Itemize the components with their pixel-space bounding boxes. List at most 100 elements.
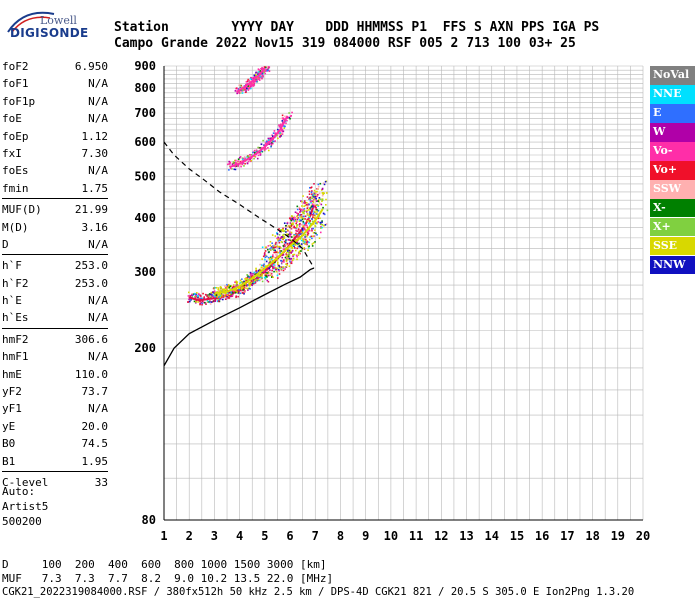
echo-point — [256, 279, 259, 282]
echo-point — [276, 134, 278, 137]
echo-point — [279, 247, 282, 249]
echo-point — [268, 66, 271, 68]
echo-point — [281, 262, 284, 264]
echo-point — [321, 200, 323, 203]
echo-point — [272, 135, 274, 137]
echo-point — [300, 233, 302, 235]
legend-item-nnw: NNW — [650, 255, 695, 275]
echo-point — [267, 69, 270, 71]
echo-point — [252, 85, 255, 87]
echo-point — [279, 266, 282, 269]
echo-point — [224, 292, 227, 295]
echo-point — [272, 267, 274, 270]
param-label: C-level — [2, 475, 49, 489]
echo-point — [252, 275, 254, 277]
param-value: 3.16 — [81, 220, 109, 234]
echo-point — [212, 291, 214, 293]
echo-point — [319, 231, 322, 234]
echo-point — [323, 224, 325, 227]
echo-point — [261, 246, 264, 249]
echo-point — [269, 272, 272, 274]
echo-point — [252, 82, 255, 84]
echo-point — [230, 295, 232, 298]
echo-point — [241, 281, 243, 283]
echo-point — [295, 222, 297, 225]
echo-point — [288, 116, 291, 119]
param-label: hmF2 — [2, 332, 29, 346]
echo-point — [239, 160, 242, 163]
echo-point — [291, 246, 294, 249]
echo-point — [309, 199, 311, 201]
echo-point — [200, 301, 203, 304]
echo-point — [288, 112, 290, 114]
echo-point — [283, 125, 285, 127]
echo-point — [290, 257, 293, 260]
echo-point — [245, 277, 247, 279]
echo-point — [296, 224, 298, 227]
echo-point — [322, 191, 324, 194]
echo-point — [236, 92, 238, 95]
param-label: h`F — [2, 259, 22, 273]
echo-point — [254, 273, 257, 276]
echo-point — [257, 274, 260, 276]
echo-point — [306, 240, 308, 242]
echo-point — [278, 125, 281, 128]
echo-point — [264, 250, 267, 252]
echo-point — [235, 280, 237, 283]
echo-point — [308, 221, 311, 223]
echo-point — [237, 162, 239, 164]
echo-point — [304, 229, 306, 231]
echo-point — [276, 267, 279, 270]
echo-point — [292, 257, 295, 260]
echo-point — [289, 250, 292, 252]
echo-point — [247, 89, 250, 91]
echo-point — [311, 197, 313, 199]
echo-point — [248, 87, 251, 90]
echo-point — [233, 162, 235, 164]
x-tick-label: 12 — [434, 529, 448, 543]
echo-point — [250, 78, 253, 81]
echo-point — [276, 274, 279, 277]
echo-point — [239, 281, 242, 284]
echo-point — [269, 269, 271, 271]
echo-point — [190, 298, 192, 301]
echo-point — [306, 220, 309, 222]
echo-point — [265, 69, 267, 71]
echo-point — [290, 246, 293, 248]
echo-point — [291, 255, 294, 258]
echo-point — [311, 203, 314, 205]
echo-point — [321, 220, 323, 222]
echo-point — [227, 297, 229, 299]
echo-point — [251, 275, 253, 278]
echo-point — [261, 74, 264, 77]
echo-point — [269, 274, 271, 277]
echo-point — [304, 234, 307, 236]
echo-point — [264, 246, 267, 249]
echo-point — [300, 208, 302, 211]
echo-point — [282, 228, 284, 231]
echo-point — [226, 283, 228, 286]
echo-point — [314, 191, 317, 193]
echo-point — [276, 277, 279, 279]
echo-point — [265, 272, 267, 275]
echo-point — [314, 204, 317, 207]
echo-point — [288, 225, 291, 228]
echo-point — [279, 135, 281, 138]
echo-point — [241, 89, 244, 91]
echo-point — [240, 286, 243, 288]
echo-point — [246, 284, 249, 286]
echo-point — [268, 143, 271, 146]
echo-point — [226, 285, 229, 287]
echo-point — [320, 198, 322, 201]
echo-point — [293, 253, 296, 256]
y-tick-label: 80 — [142, 513, 156, 527]
echo-point — [279, 132, 281, 134]
echo-point — [222, 288, 225, 291]
echo-point — [282, 230, 285, 233]
echo-point — [241, 282, 244, 284]
echo-point — [247, 85, 249, 87]
echo-point — [269, 248, 271, 250]
echo-point — [308, 190, 311, 193]
echo-point — [263, 254, 266, 256]
echo-point — [290, 262, 293, 265]
